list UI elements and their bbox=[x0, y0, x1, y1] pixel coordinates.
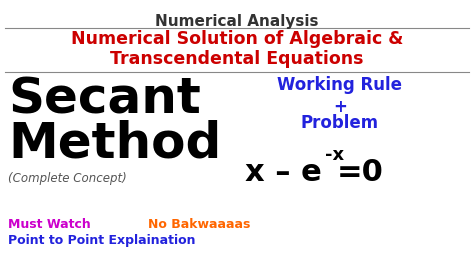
Text: Must Watch: Must Watch bbox=[8, 218, 91, 231]
Text: Secant: Secant bbox=[8, 76, 201, 124]
Text: -x: -x bbox=[325, 146, 344, 164]
Text: Method: Method bbox=[8, 120, 221, 168]
Text: Problem: Problem bbox=[301, 114, 379, 132]
Text: Working Rule: Working Rule bbox=[277, 76, 402, 94]
Text: Transcendental Equations: Transcendental Equations bbox=[110, 50, 364, 68]
Text: Point to Point Explaination: Point to Point Explaination bbox=[8, 234, 195, 247]
Text: Numerical Solution of Algebraic &: Numerical Solution of Algebraic & bbox=[71, 30, 403, 48]
Text: +: + bbox=[333, 98, 347, 116]
Text: x – e: x – e bbox=[245, 158, 322, 187]
Text: (Complete Concept): (Complete Concept) bbox=[8, 172, 127, 185]
Text: Numerical Analysis: Numerical Analysis bbox=[155, 14, 319, 29]
Text: =0: =0 bbox=[337, 158, 384, 187]
Text: No Bakwaaaas: No Bakwaaaas bbox=[148, 218, 250, 231]
